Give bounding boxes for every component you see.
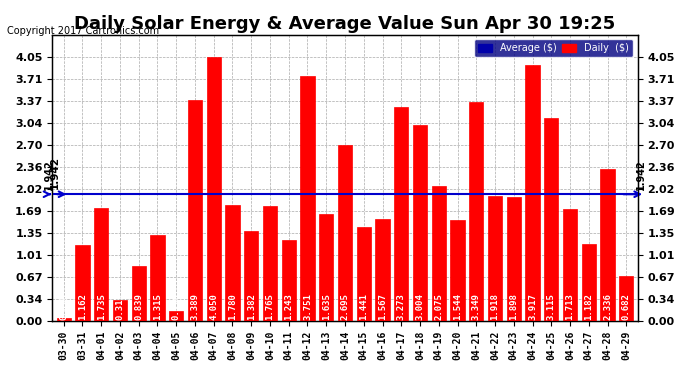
- Bar: [375, 219, 390, 321]
- Bar: [57, 318, 71, 321]
- Bar: [469, 102, 483, 321]
- Text: 1.898: 1.898: [509, 293, 518, 320]
- Text: 2.336: 2.336: [603, 293, 612, 320]
- Bar: [300, 76, 315, 321]
- Bar: [432, 186, 446, 321]
- Bar: [413, 125, 427, 321]
- Text: 4.050: 4.050: [209, 293, 218, 320]
- Text: 3.917: 3.917: [528, 293, 537, 320]
- Bar: [95, 208, 108, 321]
- Bar: [226, 205, 239, 321]
- Text: 1.765: 1.765: [266, 293, 275, 320]
- Text: 1.243: 1.243: [284, 293, 293, 320]
- Bar: [207, 57, 221, 321]
- Text: 1.635: 1.635: [322, 293, 331, 320]
- Text: 1.441: 1.441: [359, 293, 368, 320]
- Bar: [544, 118, 558, 321]
- Text: 3.349: 3.349: [472, 293, 481, 320]
- Bar: [150, 235, 164, 321]
- Bar: [600, 168, 615, 321]
- Text: 1.315: 1.315: [153, 293, 162, 320]
- Text: 1.942: 1.942: [50, 156, 59, 189]
- Text: 2.695: 2.695: [340, 293, 350, 320]
- Text: 3.389: 3.389: [190, 293, 199, 320]
- Text: 0.038: 0.038: [59, 293, 68, 320]
- Title: Daily Solar Energy & Average Value Sun Apr 30 19:25: Daily Solar Energy & Average Value Sun A…: [75, 15, 615, 33]
- Bar: [619, 276, 633, 321]
- Bar: [488, 196, 502, 321]
- Text: 0.682: 0.682: [622, 293, 631, 320]
- Bar: [338, 145, 352, 321]
- Text: 1.182: 1.182: [584, 293, 593, 320]
- Legend: Average ($), Daily  ($): Average ($), Daily ($): [473, 39, 633, 57]
- Bar: [169, 311, 184, 321]
- Bar: [263, 206, 277, 321]
- Text: 0.317: 0.317: [115, 293, 124, 320]
- Bar: [526, 65, 540, 321]
- Bar: [357, 227, 371, 321]
- Bar: [132, 266, 146, 321]
- Text: 1.713: 1.713: [566, 293, 575, 320]
- Text: 1.942: 1.942: [43, 159, 54, 190]
- Bar: [394, 107, 408, 321]
- Text: Copyright 2017 Cartronics.com: Copyright 2017 Cartronics.com: [7, 26, 159, 36]
- Text: 0.156: 0.156: [172, 293, 181, 320]
- Text: 1.162: 1.162: [78, 293, 87, 320]
- Bar: [188, 100, 202, 321]
- Text: 3.004: 3.004: [415, 293, 424, 320]
- Text: 1.918: 1.918: [491, 293, 500, 320]
- Text: 1.567: 1.567: [378, 293, 387, 320]
- Bar: [451, 220, 464, 321]
- Bar: [244, 231, 258, 321]
- Bar: [75, 245, 90, 321]
- Bar: [282, 240, 296, 321]
- Text: 1.382: 1.382: [247, 293, 256, 320]
- Text: 2.075: 2.075: [434, 293, 443, 320]
- Bar: [506, 197, 521, 321]
- Text: 1.780: 1.780: [228, 293, 237, 320]
- Bar: [319, 214, 333, 321]
- Text: 0.839: 0.839: [135, 293, 144, 320]
- Bar: [563, 209, 577, 321]
- Text: 1.544: 1.544: [453, 293, 462, 320]
- Bar: [113, 300, 127, 321]
- Text: 3.273: 3.273: [397, 293, 406, 320]
- Bar: [582, 244, 595, 321]
- Text: 3.751: 3.751: [303, 293, 312, 320]
- Text: 1.942: 1.942: [636, 159, 647, 190]
- Text: 3.115: 3.115: [546, 293, 555, 320]
- Text: 1.735: 1.735: [97, 293, 106, 320]
